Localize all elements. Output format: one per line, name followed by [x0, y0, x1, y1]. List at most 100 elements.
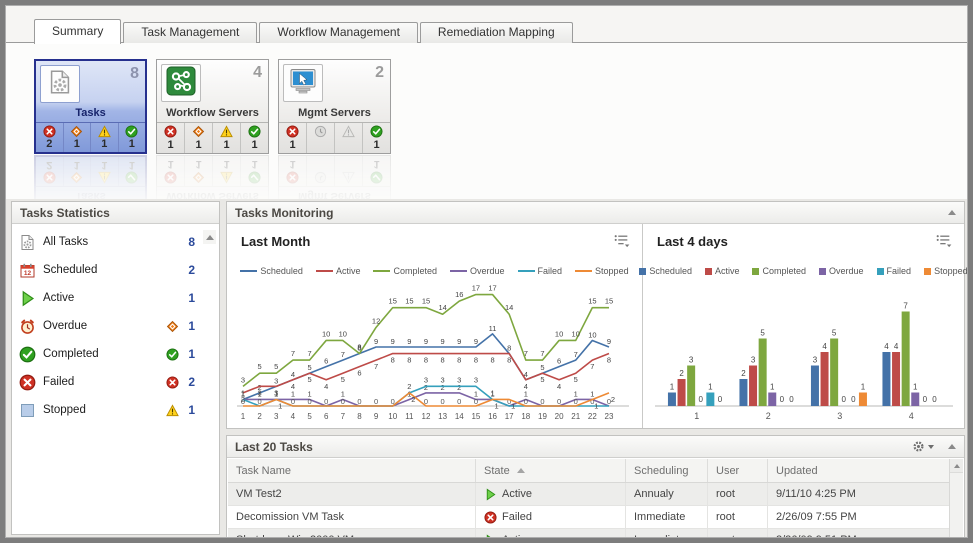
collapse-panel-icon[interactable] [948, 210, 956, 215]
updated-value: 2/26/09 7:55 PM [776, 511, 857, 523]
stopped-icon [19, 402, 36, 419]
column-header-label: Task Name [236, 464, 292, 477]
collapse-panel-icon[interactable] [948, 444, 956, 449]
svg-text:13: 13 [438, 412, 447, 421]
table-scroll-up[interactable] [950, 459, 963, 473]
svg-text:15: 15 [389, 297, 397, 306]
user-value: root [716, 511, 735, 523]
clock-disabled-icon [314, 125, 327, 138]
svg-text:5: 5 [307, 412, 312, 421]
svg-text:0: 0 [557, 397, 561, 406]
failed-icon [43, 125, 56, 138]
table-row[interactable]: VM Test2 Active Annualy root 9/11/10 4:25 PM [228, 483, 963, 506]
column-header-updated[interactable]: Updated [768, 459, 963, 482]
svg-text:7: 7 [903, 302, 908, 311]
state-label: Active [502, 488, 532, 500]
last-4-days-title: Last 4 days [657, 234, 728, 249]
tasks-statistics-title: Tasks Statistics [20, 205, 110, 220]
svg-text:8: 8 [357, 343, 361, 352]
chart-options-button[interactable] [614, 234, 630, 248]
bar-active-day1 [677, 379, 686, 406]
legend-marker [517, 270, 535, 272]
svg-text:8: 8 [424, 356, 428, 365]
stat-item-active[interactable]: Active 1 [19, 284, 215, 312]
table-settings-button[interactable] [912, 440, 934, 453]
svg-text:10: 10 [588, 330, 596, 339]
cell-user: root [708, 529, 768, 537]
card-status-value: 1 [73, 138, 80, 150]
failed-icon [164, 171, 177, 184]
cell-updated: 9/11/10 4:25 PM [768, 483, 963, 505]
table-row[interactable]: Decomission VM Task Failed Immediate root 2/… [228, 506, 963, 529]
svg-text:0: 0 [932, 395, 937, 404]
completed-icon [125, 125, 138, 138]
svg-text:8: 8 [507, 356, 511, 365]
legend-marker [315, 270, 333, 272]
failed-icon [484, 510, 497, 524]
card-mgmt-servers[interactable]: 2 Mgmt Servers 1 1 [278, 59, 391, 154]
bar-scheduled-day4 [882, 352, 891, 406]
card-workflow-servers[interactable]: 4 Workflow Servers 1 1 1 1 [156, 59, 269, 154]
svg-text:0: 0 [291, 397, 295, 406]
tab-remediation-mapping[interactable]: Remediation Mapping [419, 22, 573, 43]
failed-icon [286, 125, 299, 138]
stat-item-overdue[interactable]: Overdue 1 [19, 312, 215, 340]
stat-item-scheduled[interactable]: 12 Scheduled 2 [19, 256, 215, 284]
legend-item-stopped: Stopped [575, 266, 629, 276]
chart-options-button[interactable] [936, 234, 952, 248]
svg-text:0: 0 [424, 397, 428, 406]
stat-item-all-tasks[interactable]: All Tasks 8 [19, 228, 215, 256]
column-header-label: Updated [776, 464, 818, 477]
card-status-value: 1 [128, 159, 135, 171]
stat-item-completed[interactable]: Completed 1 [19, 340, 215, 368]
tab-task-management[interactable]: Task Management [123, 22, 258, 43]
column-header-state[interactable]: State [476, 459, 626, 482]
tab-bar: Summary Task Management Workflow Managemen… [34, 18, 575, 44]
legend-marker [924, 267, 932, 275]
bar-stopped-day3 [858, 392, 867, 406]
column-header-scheduling[interactable]: Scheduling [626, 459, 708, 482]
card-status-warning-disabled [334, 123, 362, 153]
card-status-completed: 1 [117, 123, 146, 152]
svg-text:8: 8 [474, 356, 478, 365]
stat-item-failed[interactable]: Failed 2 [19, 368, 215, 396]
svg-text:0: 0 [374, 397, 378, 406]
state-label: Active [502, 534, 532, 537]
svg-text:0: 0 [699, 395, 704, 404]
svg-text:14: 14 [505, 303, 513, 312]
svg-text:3: 3 [274, 388, 278, 397]
stats-scroll-up[interactable] [203, 230, 216, 244]
table-scrollbar[interactable] [949, 459, 963, 537]
stat-label: Active [43, 292, 75, 304]
svg-text:12: 12 [372, 316, 380, 325]
overdue-icon [166, 320, 179, 333]
card-status-value: 1 [101, 159, 108, 171]
bar-overdue-day2 [768, 392, 777, 406]
last-20-tasks-title: Last 20 Tasks [235, 439, 313, 454]
svg-text:23: 23 [605, 412, 614, 421]
tab-workflow-management[interactable]: Workflow Management [259, 22, 418, 43]
card-count: 8 [130, 65, 139, 82]
legend-label: Scheduled [260, 266, 303, 276]
card-status-value: 2 [46, 138, 53, 150]
legend-label: Stopped [934, 266, 968, 276]
column-header-user[interactable]: User [708, 459, 768, 482]
app-content: Summary Task Management Workflow Managemen… [5, 5, 968, 538]
svg-text:8: 8 [357, 344, 361, 353]
column-header-task-name[interactable]: Task Name [228, 459, 476, 482]
card-tasks[interactable]: 8 Tasks 2 1 1 1 [34, 59, 147, 154]
stat-value: 1 [188, 347, 195, 361]
updated-value: 9/11/10 4:25 PM [776, 488, 856, 500]
svg-text:7: 7 [524, 349, 528, 358]
cell-user: root [708, 483, 768, 505]
stat-item-stopped[interactable]: Stopped 1 [19, 396, 215, 424]
svg-text:10: 10 [555, 329, 563, 338]
svg-text:3: 3 [274, 376, 278, 385]
tab-summary[interactable]: Summary [34, 19, 122, 44]
cell-state: Active [476, 483, 626, 505]
